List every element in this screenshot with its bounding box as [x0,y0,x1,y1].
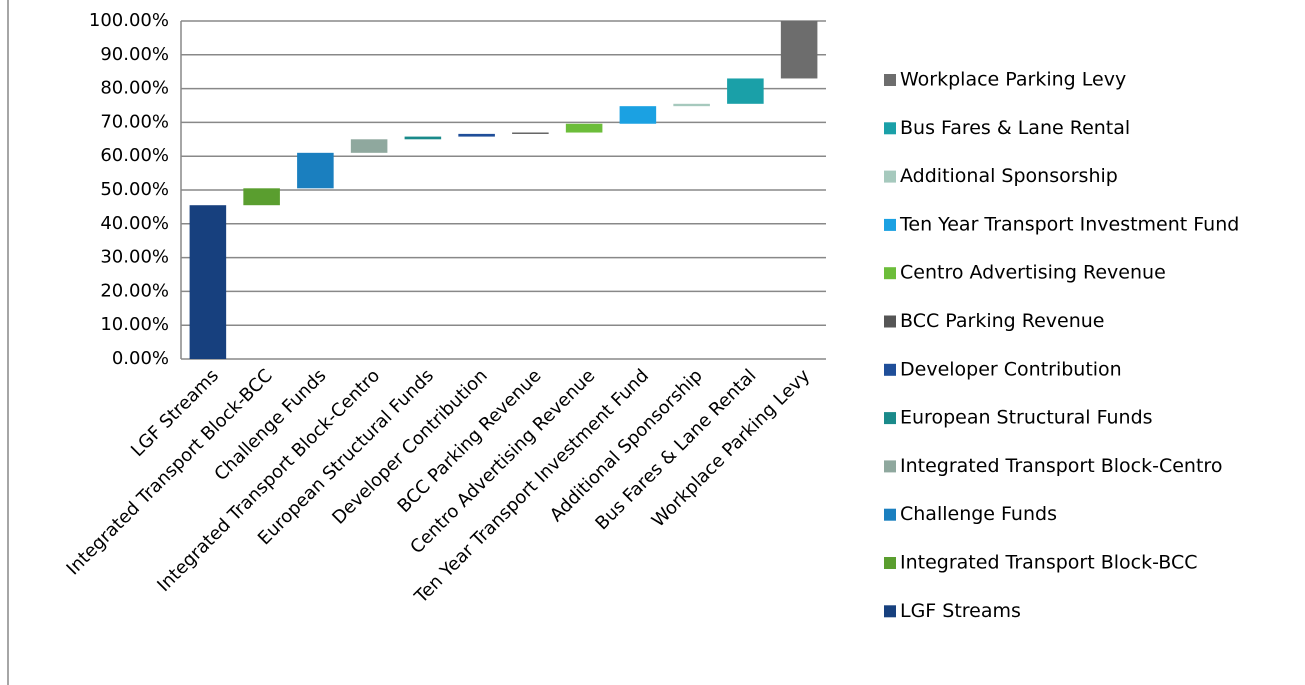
y-tick-label: 40.00% [100,213,169,234]
y-tick-label: 100.00% [89,10,169,31]
chart-frame [7,0,9,685]
legend-label: Developer Contribution [900,358,1122,380]
legend-swatch [884,460,896,473]
y-tick-label: 30.00% [100,247,169,268]
legend-swatch [884,170,896,183]
y-tick-label: 80.00% [100,78,169,99]
y-tick-label: 0.00% [112,348,169,369]
bar [673,103,710,107]
y-tick-label: 60.00% [100,145,169,166]
legend-label: Challenge Funds [900,503,1057,525]
legend-label: BCC Parking Revenue [900,310,1105,332]
bar [512,132,549,134]
bar [243,188,280,206]
legend-label: Additional Sponsorship [900,165,1118,187]
bar [350,139,388,153]
legend-swatch [884,508,896,521]
legend-swatch [884,315,896,328]
bar [458,133,495,137]
legend-swatch [884,122,896,135]
legend-swatch [884,412,896,425]
legend-label: European Structural Funds [900,407,1153,429]
bar [727,78,764,104]
bar [404,136,442,140]
y-tick-label: 50.00% [100,179,169,200]
legend-swatch [884,218,896,231]
legend-swatch [884,267,896,280]
legend-swatch [884,557,896,569]
legend-label: LGF Streams [900,600,1021,622]
bar [297,152,334,189]
bar [565,123,603,133]
legend-swatch [884,363,896,376]
legend-label: Integrated Transport Block-Centro [900,455,1222,477]
bar [619,106,657,124]
y-tick-label: 20.00% [100,280,169,301]
legend-swatch [884,605,896,618]
legend-label: Bus Fares & Lane Rental [900,117,1130,139]
legend-swatch [884,74,896,86]
legend-label: Workplace Parking Levy [900,69,1126,91]
bar [189,205,227,359]
bar [780,21,818,79]
legend-label: Ten Year Transport Investment Fund [899,213,1239,235]
y-tick-label: 70.00% [100,111,169,132]
x-tick-label: Integrated Transport Block-BCC [63,365,277,579]
legend-label: Centro Advertising Revenue [900,262,1166,284]
y-tick-label: 90.00% [100,44,169,65]
legend-label: Integrated Transport Block-BCC [900,552,1198,574]
y-tick-label: 10.00% [100,314,169,335]
